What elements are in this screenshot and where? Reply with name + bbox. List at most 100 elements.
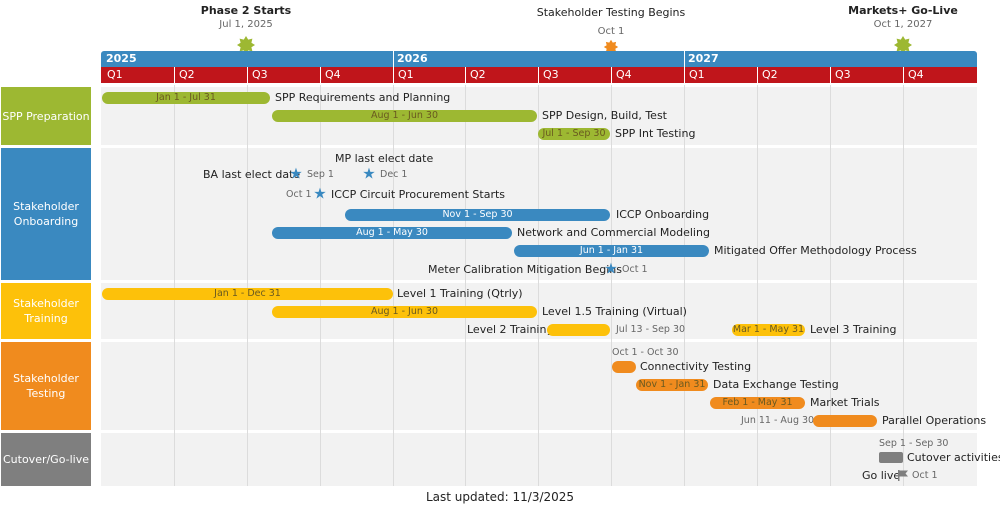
quarter-label: Q2 [762, 68, 778, 81]
quarter-separator [903, 67, 904, 83]
milestone-date: Dec 1 [380, 169, 408, 180]
task-label: SPP Requirements and Planning [275, 91, 451, 104]
milestone-date: Oct 1 [622, 264, 648, 275]
year-separator [393, 51, 394, 67]
quarter-label: Q3 [543, 68, 559, 81]
task-label: Level 2 Training [467, 323, 554, 336]
sunburst-icon [894, 36, 912, 54]
task-label: Mitigated Offer Methodology Process [714, 244, 917, 257]
task-label: SPP Int Testing [615, 127, 696, 140]
grid-line [465, 85, 466, 486]
year-label: 2025 [106, 52, 137, 65]
year-separator [684, 51, 685, 67]
quarter-separator [247, 67, 248, 83]
quarter-separator [174, 67, 175, 83]
year-scale [101, 51, 977, 67]
milestone-date: Oct 1 [912, 470, 938, 481]
task-dates: Sep 1 - Sep 30 [879, 438, 949, 449]
quarter-separator [538, 67, 539, 83]
quarter-separator [465, 67, 466, 83]
milestone-label: Go live [862, 469, 901, 482]
task-label: Level 1.5 Training (Virtual) [542, 305, 687, 318]
task-bar[interactable] [547, 324, 610, 336]
grid-line [830, 85, 831, 486]
quarter-separator [684, 67, 685, 83]
swimlane-label: Cutover/Go-live [1, 433, 91, 486]
task-bar[interactable] [813, 415, 877, 427]
milestone-date-stakeholder-testing: Oct 1 [597, 26, 625, 37]
milestone-title-stakeholder-testing: Stakeholder Testing Begins [536, 6, 686, 19]
year-label: 2027 [688, 52, 719, 65]
quarter-label: Q2 [470, 68, 486, 81]
quarter-label: Q3 [252, 68, 268, 81]
milestone-label: MP last elect date [335, 152, 434, 165]
star-icon[interactable]: ★ [362, 164, 376, 183]
grid-line [903, 85, 904, 486]
grid-line [684, 85, 685, 486]
task-bar[interactable]: Jan 1 - Jul 31 [102, 92, 270, 104]
star-icon[interactable]: ★ [289, 164, 303, 183]
milestone-label: Meter Calibration Mitigation Begins [428, 263, 622, 276]
task-label: Level 3 Training [810, 323, 897, 336]
task-dates: Jul 13 - Sep 30 [616, 324, 686, 335]
milestone-label: BA last elect date [203, 168, 301, 181]
quarter-label: Q2 [179, 68, 195, 81]
sunburst-icon [237, 36, 255, 54]
milestone-date: Sep 1 [307, 169, 334, 180]
task-bar[interactable]: Aug 1 - May 30 [272, 227, 512, 239]
quarter-separator [757, 67, 758, 83]
milestone-date-phase2: Jul 1, 2025 [219, 19, 273, 30]
task-label: SPP Design, Build, Test [542, 109, 667, 122]
grid-line [538, 85, 539, 486]
task-bar[interactable]: Mar 1 - May 31 [732, 324, 805, 336]
task-bar[interactable]: Jan 1 - Dec 31 [102, 288, 393, 300]
quarter-label: Q4 [616, 68, 632, 81]
swimlane-label: SPP Preparation [1, 87, 91, 145]
task-label: Level 1 Training (Qtrly) [397, 287, 523, 300]
grid-line [757, 85, 758, 486]
swimlane-label: Stakeholder Onboarding [1, 148, 91, 280]
grid-line [393, 85, 394, 486]
quarter-label: Q1 [398, 68, 414, 81]
milestone-label: ICCP Circuit Procurement Starts [331, 188, 506, 201]
swimlane-label: Stakeholder Testing [1, 342, 91, 430]
task-bar[interactable]: Nov 1 - Sep 30 [345, 209, 610, 221]
task-bar[interactable] [612, 361, 636, 373]
star-icon[interactable]: ★ [313, 184, 327, 203]
task-bar[interactable]: Aug 1 - Jun 30 [272, 110, 537, 122]
milestone-date-go-live: Oct 1, 2027 [873, 19, 933, 30]
quarter-separator [830, 67, 831, 83]
task-dates: Jun 11 - Aug 30 [741, 415, 815, 426]
quarter-label: Q3 [835, 68, 851, 81]
sunburst-icon [603, 39, 619, 55]
task-dates: Oct 1 - Oct 30 [612, 347, 679, 358]
task-bar[interactable]: Jul 1 - Sep 30 [538, 128, 610, 140]
grid-line [247, 85, 248, 486]
grid-line [611, 85, 612, 486]
task-bar[interactable]: Jun 1 - Jan 31 [514, 245, 709, 257]
quarter-label: Q4 [908, 68, 924, 81]
task-bar[interactable]: Aug 1 - Jun 30 [272, 306, 537, 318]
swimlane-label: Stakeholder Training [1, 283, 91, 339]
task-bar[interactable]: Nov 1 - Jan 31 [636, 379, 708, 391]
task-label: Data Exchange Testing [713, 378, 839, 391]
quarter-label: Q1 [689, 68, 705, 81]
task-bar[interactable]: Feb 1 - May 31 [710, 397, 805, 409]
task-label: Cutover activities [907, 451, 1000, 464]
task-bar[interactable] [879, 452, 903, 463]
star-icon[interactable]: ★ [604, 259, 618, 278]
task-label: Connectivity Testing [640, 360, 752, 373]
swimlane-area-cutover [101, 433, 977, 486]
quarter-label: Q4 [325, 68, 341, 81]
milestone-title-go-live: Markets+ Go-Live [848, 4, 958, 17]
task-label: Network and Commercial Modeling [517, 226, 710, 239]
task-label: Market Trials [810, 396, 880, 409]
task-label: Parallel Operations [882, 414, 987, 427]
quarter-label: Q1 [107, 68, 123, 81]
quarter-separator [320, 67, 321, 83]
milestone-title-phase2: Phase 2 Starts [200, 4, 292, 17]
quarter-separator [611, 67, 612, 83]
quarter-separator [393, 67, 394, 83]
year-label: 2026 [397, 52, 428, 65]
flag-icon[interactable] [897, 470, 909, 481]
